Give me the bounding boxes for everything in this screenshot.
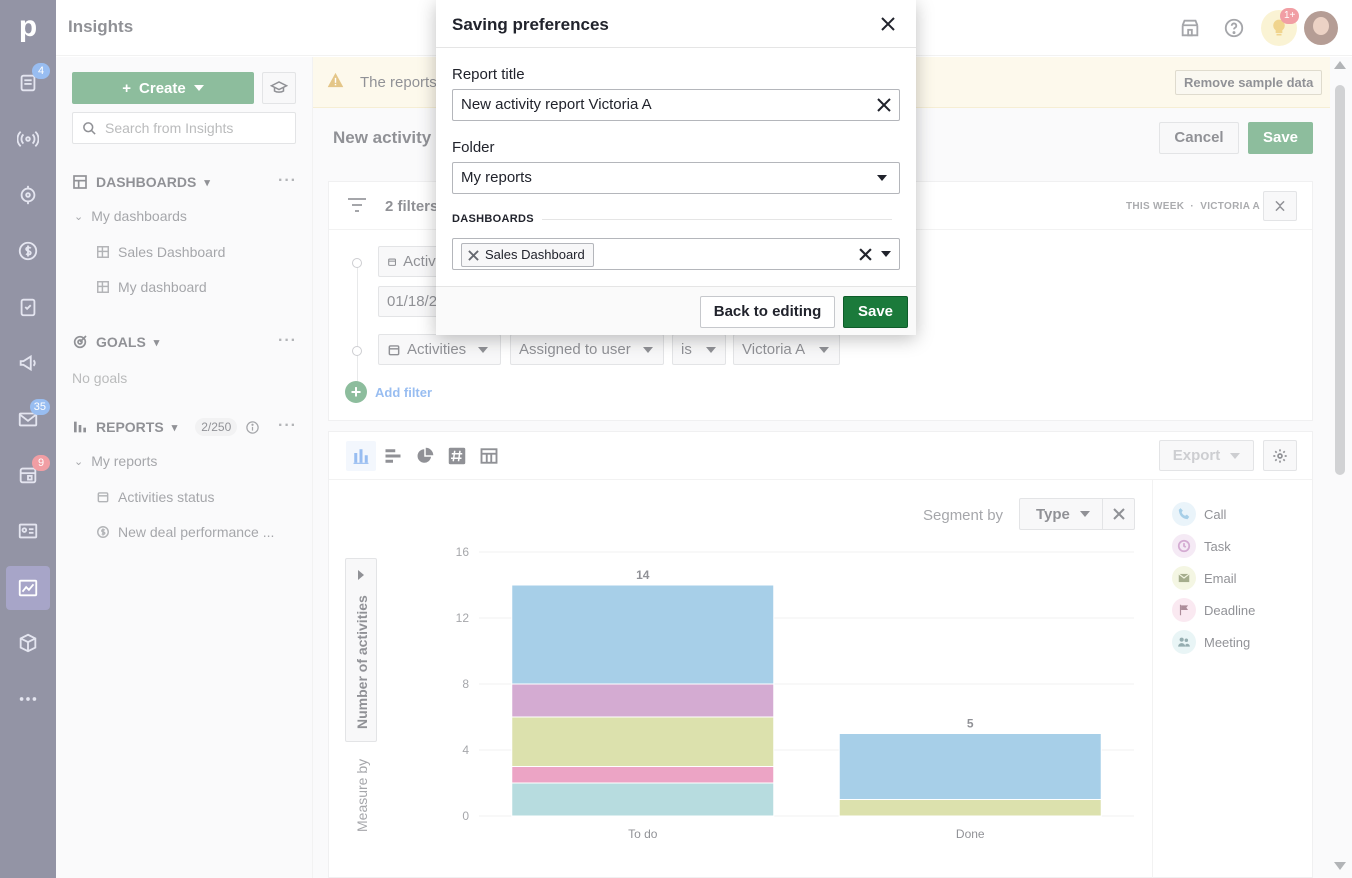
report-title-input[interactable]: New activity report Victoria A [452,89,900,121]
dialog-footer: Back to editing Save [436,286,916,335]
close-icon [881,17,895,31]
back-to-editing-button[interactable]: Back to editing [700,296,835,328]
chevron-down-icon[interactable] [881,251,891,257]
clear-input-icon[interactable] [877,98,891,112]
dialog-save-button[interactable]: Save [843,296,908,328]
dashboard-tag: Sales Dashboard [461,243,594,267]
folder-label: Folder [452,139,495,156]
remove-tag-icon[interactable] [468,249,479,261]
divider [542,219,892,220]
close-dialog-button[interactable] [878,14,898,34]
dashboards-multiselect[interactable]: Sales Dashboard [452,238,900,270]
chevron-down-icon [877,175,887,181]
dialog-header: Saving preferences [436,0,916,48]
report-title-label: Report title [452,66,525,83]
dashboards-section-label: DASHBOARDS [452,213,534,225]
clear-all-icon[interactable] [859,248,872,261]
dashboard-tag-label: Sales Dashboard [485,247,585,262]
folder-select[interactable]: My reports [452,162,900,194]
dialog-title: Saving preferences [452,15,609,34]
saving-preferences-dialog: Saving preferences Report title New acti… [436,0,916,335]
